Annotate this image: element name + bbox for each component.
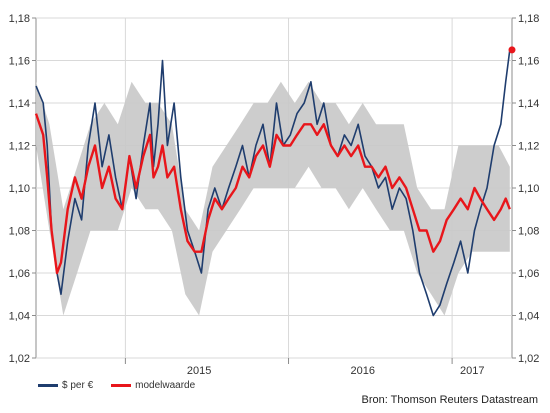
y-tick-label-left-2: 1,06: [9, 268, 30, 280]
x-tick-label-2017: 2017: [460, 365, 484, 377]
legend-swatch-modelwaarde: [111, 384, 132, 387]
y-tick-label-right-1: 1,04: [518, 311, 539, 323]
y-tick-label-right-7: 1,16: [518, 56, 539, 68]
y-tick-label-right-0: 1,02: [518, 353, 539, 365]
legend-swatch-usd-per-eur: [38, 384, 58, 387]
uncertainty-band: [36, 81, 510, 316]
y-tick-label-left-7: 1,16: [9, 56, 30, 68]
legend-item-usd-per-eur: $ per €: [38, 380, 93, 391]
y-tick-label-right-8: 1,18: [518, 13, 539, 25]
y-tick-label-left-0: 1,02: [9, 353, 30, 365]
y-tick-label-right-2: 1,06: [518, 268, 539, 280]
series-layer: [34, 46, 516, 317]
y-tick-label-left-4: 1,10: [9, 183, 30, 195]
y-tick-label-right-6: 1,14: [518, 98, 539, 110]
legend: $ per € modelwaarde: [38, 380, 213, 391]
y-tick-label-left-6: 1,14: [9, 98, 30, 110]
y-tick-label-left-3: 1,08: [9, 226, 30, 238]
y-tick-label-right-3: 1,08: [518, 226, 539, 238]
latest-value-marker: [508, 46, 516, 54]
axis-layer: 1,02 1,02 1,04 1,04 1,06 1,06 1,08 1,08 1,10 1,10…: [9, 13, 540, 377]
y-tick-label-right-4: 1,10: [518, 183, 539, 195]
band-layer: [36, 81, 510, 316]
y-tick-label-right-5: 1,12: [518, 141, 539, 153]
legend-label-modelwaarde: modelwaarde: [135, 380, 196, 391]
y-tick-label-left-8: 1,18: [9, 13, 30, 25]
x-tick-label-2016: 2016: [350, 365, 374, 377]
y-tick-label-left-1: 1,04: [9, 311, 30, 323]
y-tick-label-left-5: 1,12: [9, 141, 30, 153]
series-line-modelwaarde: [34, 113, 511, 275]
x-tick-label-2015: 2015: [187, 365, 211, 377]
series-line-usd-per-eur: [35, 49, 511, 317]
legend-label-usd-per-eur: $ per €: [62, 380, 94, 391]
source-note: Bron: Thomson Reuters Datastream: [361, 394, 538, 406]
legend-item-modelwaarde: modelwaarde: [111, 380, 195, 391]
